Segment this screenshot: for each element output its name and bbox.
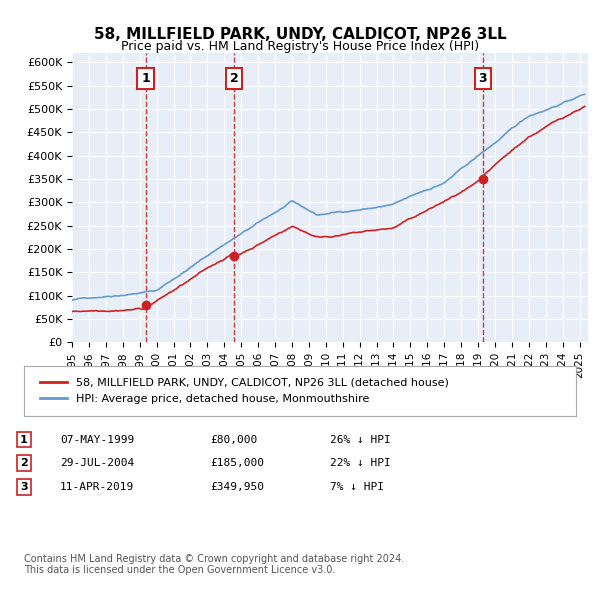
Text: 22% ↓ HPI: 22% ↓ HPI [330,458,391,468]
Text: 3: 3 [478,72,487,85]
Legend: 58, MILLFIELD PARK, UNDY, CALDICOT, NP26 3LL (detached house), HPI: Average pric: 58, MILLFIELD PARK, UNDY, CALDICOT, NP26… [35,373,454,409]
Text: Price paid vs. HM Land Registry's House Price Index (HPI): Price paid vs. HM Land Registry's House … [121,40,479,53]
Text: 26% ↓ HPI: 26% ↓ HPI [330,435,391,444]
Text: 2: 2 [20,458,28,468]
Text: 2: 2 [230,72,238,85]
Text: 11-APR-2019: 11-APR-2019 [60,482,134,491]
Text: 58, MILLFIELD PARK, UNDY, CALDICOT, NP26 3LL: 58, MILLFIELD PARK, UNDY, CALDICOT, NP26… [94,27,506,41]
Text: £349,950: £349,950 [210,482,264,491]
Text: 1: 1 [20,435,28,444]
Text: 1: 1 [141,72,150,85]
Text: 07-MAY-1999: 07-MAY-1999 [60,435,134,444]
Text: Contains HM Land Registry data © Crown copyright and database right 2024.
This d: Contains HM Land Registry data © Crown c… [24,553,404,575]
Text: £185,000: £185,000 [210,458,264,468]
Text: 7% ↓ HPI: 7% ↓ HPI [330,482,384,491]
Text: £80,000: £80,000 [210,435,257,444]
Text: 29-JUL-2004: 29-JUL-2004 [60,458,134,468]
Text: 3: 3 [20,482,28,491]
